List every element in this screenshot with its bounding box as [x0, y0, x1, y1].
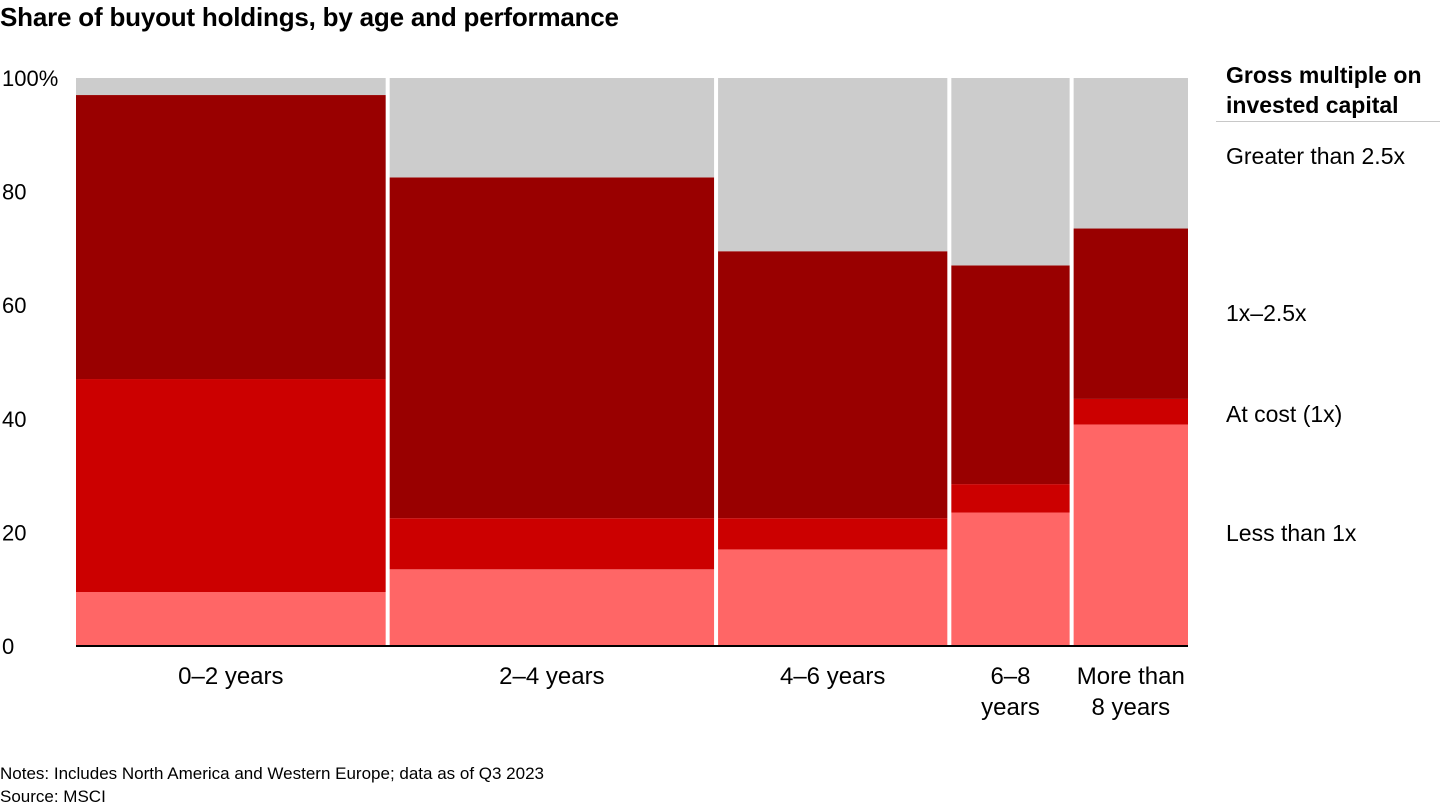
- y-tick-label-1: 20: [2, 520, 26, 545]
- legend-item-at-cost: At cost (1x): [1226, 401, 1342, 428]
- y-tick-label-3: 60: [2, 293, 26, 318]
- bar-segment-4-2: [1074, 229, 1188, 399]
- x-axis-label-3-1: years: [981, 694, 1040, 721]
- legend-item-1x-2-5x: 1x–2.5x: [1226, 300, 1307, 327]
- legend-divider: [1216, 121, 1440, 122]
- x-axis-label-4-0: More than: [1077, 663, 1185, 690]
- y-axis-ticks: 0 20 40 60 80 100%: [2, 66, 58, 659]
- y-tick-label-2: 40: [2, 407, 26, 432]
- bar-segment-4-0: [1074, 424, 1188, 646]
- bar-segment-3-1: [951, 484, 1069, 512]
- bar-segment-3-2: [951, 265, 1069, 484]
- x-axis-label-1-0: 2–4 years: [499, 663, 604, 690]
- bar-segment-2-2: [718, 251, 947, 518]
- x-axis-label-2-0: 4–6 years: [780, 663, 885, 690]
- legend-item-greater-than-2-5x: Greater than 2.5x: [1226, 143, 1405, 170]
- source-text: Source: MSCI: [0, 787, 106, 807]
- bar-segment-3-3: [951, 78, 1069, 265]
- bar-segments: [76, 78, 1188, 646]
- y-tick-label-4: 80: [2, 180, 26, 205]
- bar-segment-2-0: [718, 549, 947, 646]
- bar-segment-3-0: [951, 513, 1069, 646]
- bar-segment-1-0: [390, 569, 714, 646]
- bar-segment-1-1: [390, 518, 714, 569]
- notes-text: Notes: Includes North America and Wester…: [0, 764, 544, 784]
- bar-segment-2-3: [718, 78, 947, 251]
- y-tick-label-0: 0: [2, 634, 14, 659]
- x-axis-label-0-0: 0–2 years: [178, 663, 283, 690]
- bar-segment-1-3: [390, 78, 714, 177]
- bar-segment-0-0: [76, 592, 386, 646]
- legend-item-less-than-1x: Less than 1x: [1226, 520, 1356, 547]
- bar-segment-0-2: [76, 95, 386, 379]
- bar-segment-2-1: [718, 518, 947, 549]
- y-tick-label-5: 100%: [2, 66, 58, 91]
- x-axis-labels: 0–2 years 2–4 years 4–6 years 6–8 years More …: [178, 663, 1185, 721]
- bar-segment-0-1: [76, 379, 386, 592]
- bar-segment-1-2: [390, 177, 714, 518]
- bar-segment-4-1: [1074, 399, 1188, 425]
- x-axis-label-4-1: 8 years: [1091, 694, 1170, 721]
- legend-title: Gross multiple on invested capital: [1226, 60, 1440, 120]
- x-axis-label-3-0: 6–8: [990, 663, 1030, 690]
- bar-segment-4-3: [1074, 78, 1188, 229]
- bar-segment-0-3: [76, 78, 386, 95]
